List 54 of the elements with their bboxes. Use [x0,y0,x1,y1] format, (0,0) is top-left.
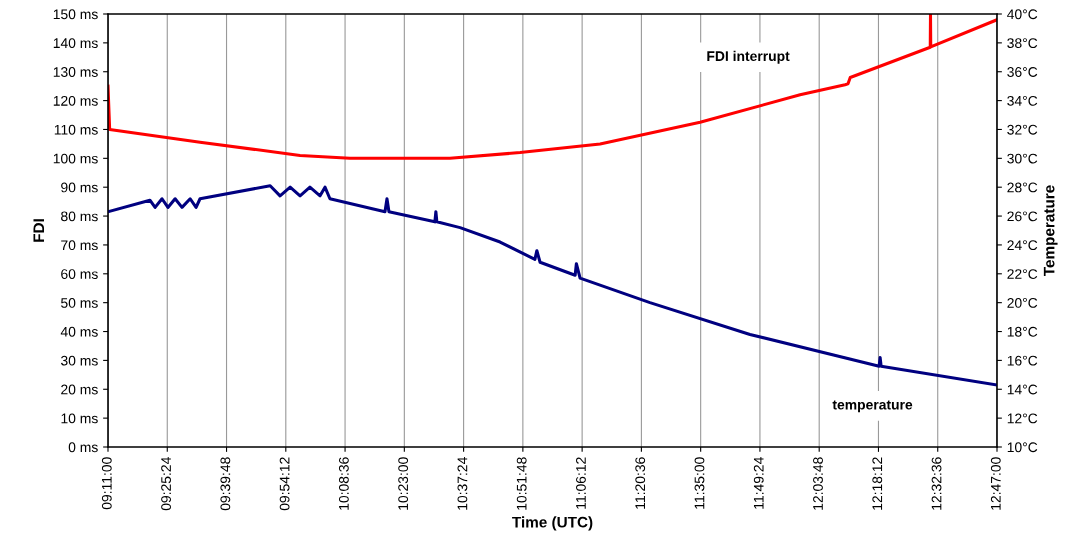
y-tick-label: 0 ms [68,442,98,453]
y-tick-label: 10 ms [61,413,98,424]
x-tick-label: 09:11:00 [101,457,112,510]
x-tick-label: 11:35:00 [694,457,705,509]
y-tick-label: 20 ms [61,384,98,395]
y-tick-label: 120 ms [53,95,98,106]
y2-tick-label: 16°C [1007,355,1038,366]
y2-tick-label: 34°C [1007,95,1038,106]
y-axis-title: FDI [33,219,45,242]
x-tick-label: 12:32:36 [931,457,942,510]
y-tick-label: 80 ms [61,211,98,222]
y2-tick-label: 12°C [1007,413,1038,424]
y-tick-label: 40 ms [60,326,98,337]
y-tick-label: 140 ms [53,38,98,49]
x-tick-label: 09:54:12 [279,457,290,511]
y2-tick-label: 18°C [1007,326,1038,337]
line-series [108,184,997,387]
x-tick-label: 10:37:24 [457,457,468,510]
text: temperature [832,400,913,413]
x-axis-title: Time (UTC) [512,516,593,531]
y2-tick-label: 32°C [1007,124,1038,135]
x-tick-label: 09:25:24 [161,457,171,511]
y2-tick-label: 30°C [1007,153,1038,164]
y-tick-label: 100 ms [53,153,98,164]
x-tick-label: 10:51:48 [516,457,527,510]
y2-axis-title: Temperature [1043,185,1058,277]
y2-tick-label: 36°C [1007,67,1038,77]
x-tick-label: 09:39:48 [220,457,231,511]
y-tick-label: 90 ms [61,182,98,193]
y2-tick-label: 20°C [1007,298,1038,308]
x-tick-label: 11:06:12 [576,457,586,509]
x-tick-label: 10:08:36 [338,457,349,510]
y-tick-label: 30 ms [60,355,98,366]
y-tick-label: 60 ms [61,269,98,279]
x-tick-label: 12:47:00 [990,457,1001,510]
y2-tick-label: 22°C [1007,269,1038,279]
y-tick-label: 130 ms [53,67,98,77]
y-tick-label: 50 ms [61,298,98,308]
y2-tick-label: 24°C [1007,240,1038,251]
x-tick-label: 12:03:48 [813,457,823,510]
y-tick-label: 110 ms [54,124,98,135]
x-tick-label: 12:18:12 [872,457,883,510]
x-tick-label: 10:23:00 [398,457,409,510]
y2-tick-label: 26°C [1007,211,1038,222]
y2-tick-label: 40°C [1007,9,1038,20]
text: FDI interrupt [707,50,790,64]
y2-tick-label: 38°C [1007,38,1038,49]
y-tick-label: 150 ms [53,9,98,20]
y-tick-label: 70 ms [61,240,98,251]
x-tick-label: 11:49:24 [753,457,764,509]
y2-tick-label: 10°C [1007,442,1038,453]
y2-tick-label: 14°C [1007,384,1038,395]
x-tick-label: 11:20:36 [635,457,646,509]
y2-tick-label: 28°C [1007,182,1038,193]
